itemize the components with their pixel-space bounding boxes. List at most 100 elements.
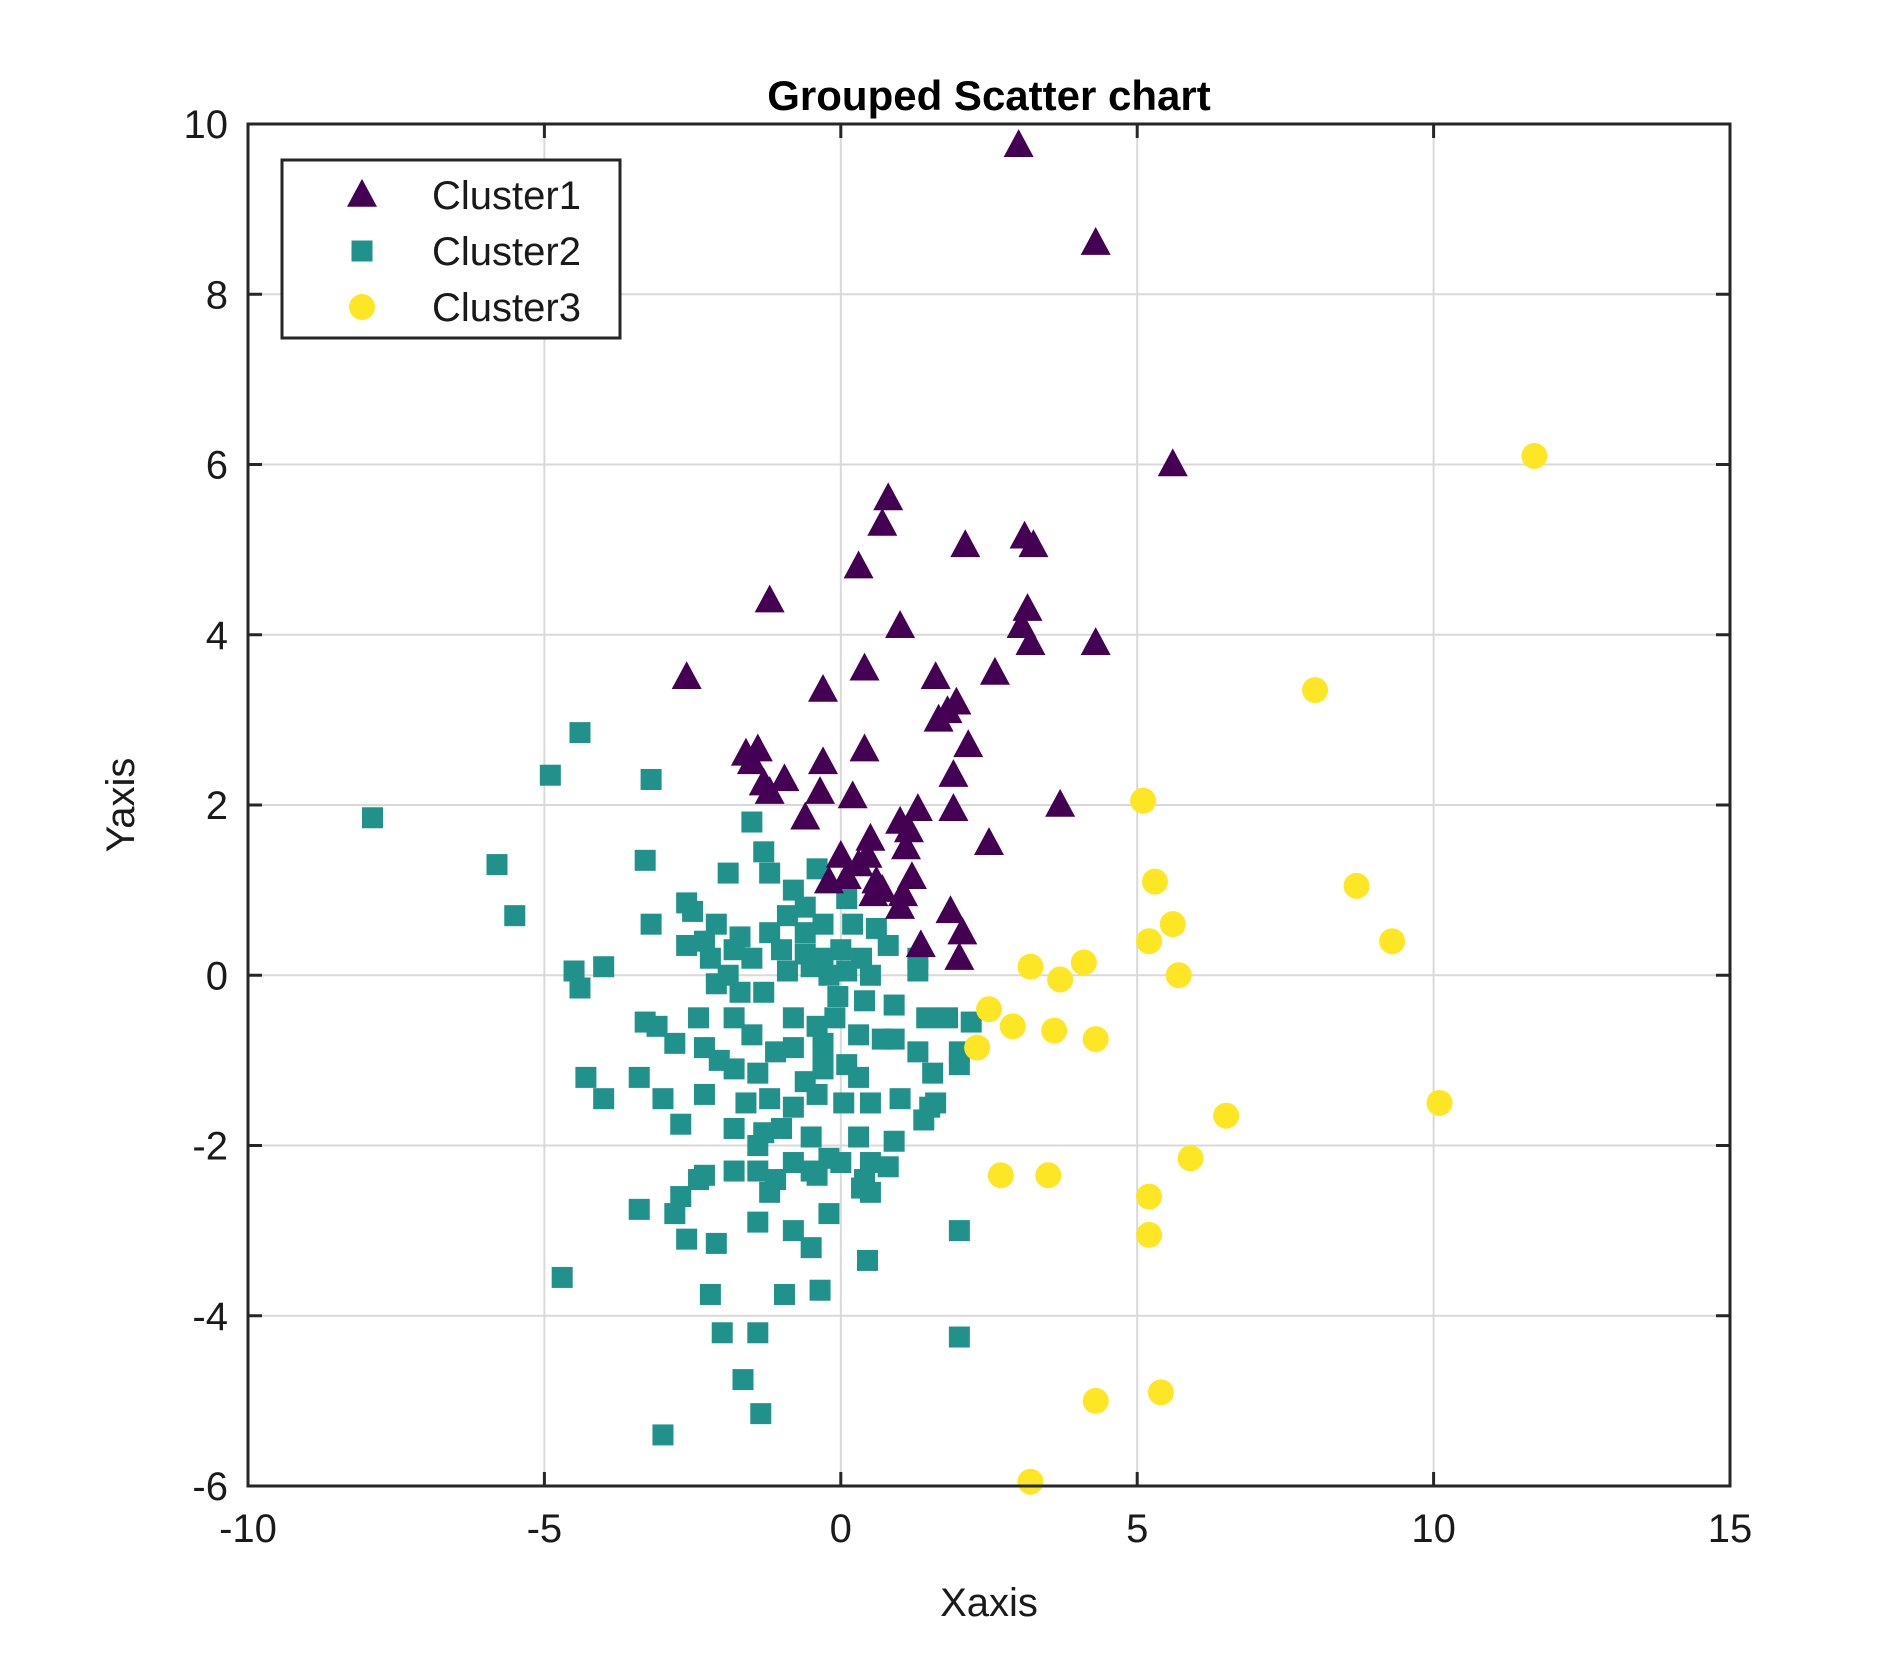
cluster3-point [1017, 953, 1044, 980]
cluster2-point [664, 1203, 686, 1225]
cluster2-point [551, 1266, 573, 1288]
cluster2-point [848, 1066, 870, 1088]
cluster2-point [848, 1126, 870, 1148]
cluster1-point [935, 895, 966, 924]
cluster2-point [732, 1369, 754, 1391]
cluster1-point [885, 891, 916, 919]
cluster2-point [699, 947, 721, 969]
cluster1-point [831, 861, 862, 890]
cluster1-point [979, 656, 1010, 685]
cluster2-point [664, 1032, 686, 1054]
cluster2-point [717, 964, 739, 986]
cluster2-point [960, 1011, 982, 1033]
cluster2-point [859, 964, 881, 986]
cluster2-point [747, 1211, 769, 1233]
cluster1-point [950, 529, 981, 558]
cluster2-point [741, 947, 763, 969]
cluster1-point [825, 839, 856, 868]
cluster2-point [747, 1322, 769, 1344]
cluster2-point [747, 1135, 769, 1156]
series-cluster2 [361, 722, 982, 1446]
cluster2-point [859, 1092, 881, 1114]
cluster2-point [782, 879, 804, 901]
cluster2-point [800, 1160, 822, 1182]
cluster1-point [808, 746, 839, 775]
cluster2-point [883, 994, 905, 1016]
cluster3-point [1177, 1145, 1204, 1172]
cluster1-point [923, 703, 954, 732]
cluster1-point [947, 916, 978, 945]
cluster1-point [1080, 627, 1111, 655]
legend-item-cluster1: Cluster1 [347, 174, 581, 218]
cluster2-point [504, 905, 526, 927]
cluster2-point [486, 854, 508, 876]
y-tick-label: 0 [206, 954, 228, 998]
x-tick-label: 15 [1708, 1507, 1753, 1551]
cluster2-point [575, 1066, 597, 1088]
cluster2-point [729, 981, 751, 1003]
cluster2-point [723, 1058, 745, 1080]
legend-marker-cluster1 [347, 178, 377, 207]
cluster3-point [976, 996, 1002, 1023]
cluster2-point [640, 768, 662, 790]
x-tick-label: 5 [1126, 1507, 1148, 1551]
cluster2-point [741, 811, 763, 833]
cluster1-point [891, 831, 922, 860]
cluster1-point [974, 827, 1004, 856]
cluster1-point [1045, 788, 1076, 817]
cluster3-point [964, 1034, 991, 1061]
cluster2-point [948, 1054, 970, 1076]
cluster3-point [1017, 1468, 1044, 1495]
cluster2-point [848, 1024, 870, 1046]
cluster2-point [717, 862, 739, 884]
cluster1-point [754, 584, 785, 613]
cluster2-point [865, 917, 887, 939]
cluster2-point [747, 1160, 769, 1182]
cluster1-point [902, 793, 933, 821]
cluster3-point [1141, 868, 1168, 895]
cluster2-point [773, 1283, 795, 1305]
legend: Cluster1 Cluster2 Cluster3 [280, 158, 622, 340]
cluster2-point [824, 1007, 846, 1029]
cluster2-point [735, 1092, 757, 1114]
y-tick-label: 10 [184, 103, 229, 147]
cluster2-point [688, 1169, 710, 1191]
cluster3-point [1343, 872, 1370, 899]
cluster2-point [723, 1160, 745, 1182]
cluster1-point [769, 763, 800, 792]
cluster2-point [723, 939, 745, 961]
cluster1-point [867, 874, 898, 902]
cluster2-point [877, 1156, 899, 1178]
cluster2-point [782, 1007, 804, 1029]
cluster2-point [913, 1109, 935, 1131]
cluster2-point [833, 1092, 855, 1114]
cluster2-point [759, 1088, 781, 1110]
cluster2-point [753, 981, 775, 1003]
cluster2-point [711, 1322, 733, 1344]
cluster2-point [705, 913, 727, 935]
cluster1-point [1003, 129, 1034, 157]
cluster3-point [1379, 928, 1406, 955]
cluster2-point [652, 1088, 674, 1110]
cluster3-point [1047, 966, 1074, 993]
cluster2-point [800, 1237, 822, 1259]
y-tick-label: 2 [206, 784, 228, 828]
cluster2-point [818, 964, 840, 986]
x-axis-label: Xaxis [940, 1581, 1038, 1625]
cluster2-point [948, 1326, 970, 1348]
cluster1-point [1157, 448, 1188, 477]
cluster2-point [676, 934, 698, 956]
cluster3-point [1082, 1387, 1109, 1414]
cluster1-point [754, 776, 785, 804]
cluster3-point [1041, 1017, 1068, 1044]
cluster2-point [948, 1220, 970, 1242]
cluster2-point [741, 1024, 763, 1046]
x-tick-label: 0 [830, 1507, 852, 1551]
cluster2-point [759, 922, 781, 944]
cluster2-point [646, 1015, 668, 1037]
cluster2-point [676, 1228, 698, 1250]
cluster2-point [806, 858, 828, 880]
cluster2-point [907, 1041, 929, 1063]
